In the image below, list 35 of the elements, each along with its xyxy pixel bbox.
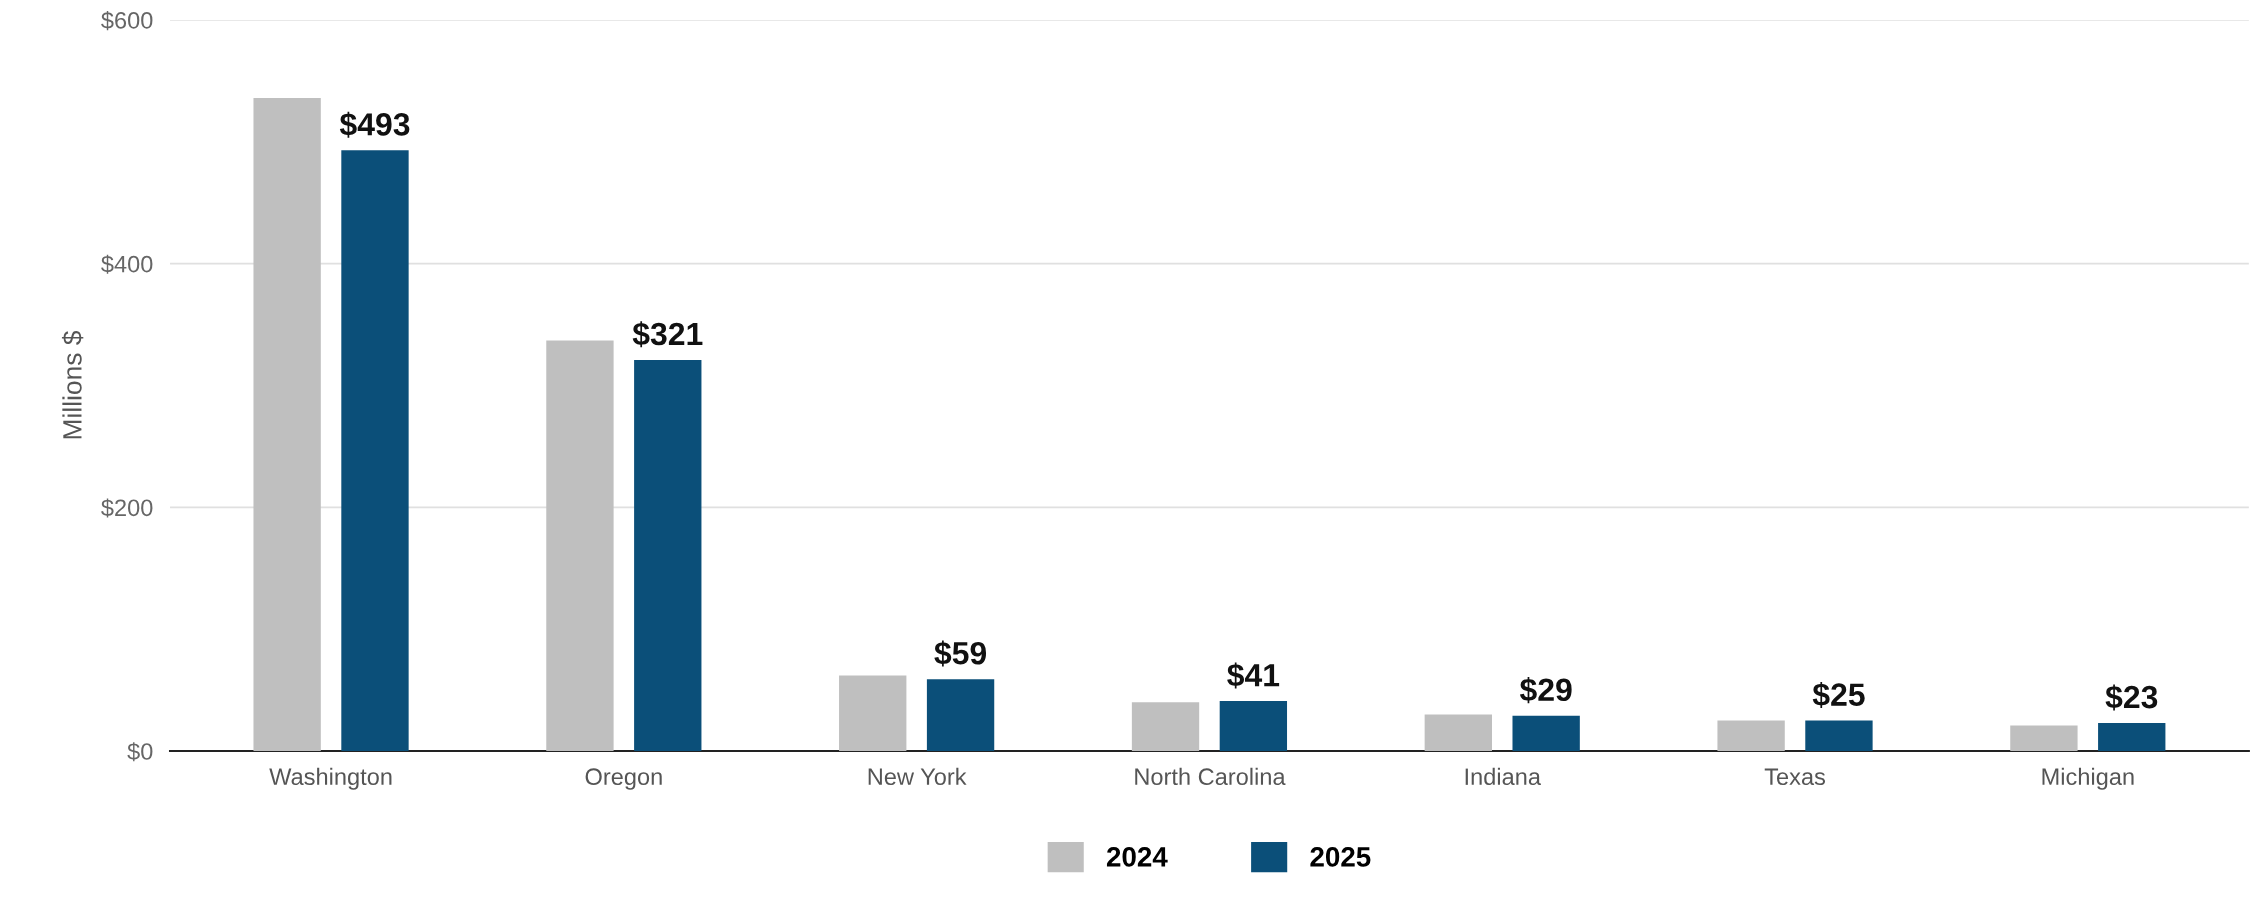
bar [1512, 715, 1580, 752]
data-label: $25 [1812, 681, 1865, 709]
bar [926, 679, 995, 752]
y-tick-label: $400 [101, 254, 153, 274]
bar [634, 359, 702, 752]
bar [546, 340, 614, 752]
x-tick-label: Washington [269, 767, 392, 790]
x-tick-label: Indiana [1465, 767, 1541, 786]
x-tick-label: Oregon [585, 768, 662, 790]
bar [1805, 720, 1873, 752]
x-tick-label: North Carolina [1135, 767, 1286, 786]
bar [253, 97, 321, 752]
x-tick-label: New York [868, 767, 967, 786]
data-label: $41 [1227, 662, 1280, 689]
y-tick-label: $600 [101, 11, 153, 31]
bar [1219, 701, 1288, 752]
y-axis-title: Millions $ [61, 330, 84, 439]
x-tick-label: Michigan [2042, 767, 2134, 790]
legend-label: 2024 [1106, 847, 1168, 867]
bar [341, 150, 409, 752]
data-label: $321 [632, 321, 703, 348]
bar [839, 675, 907, 752]
y-tick-label: $0 [127, 742, 153, 762]
data-label: $59 [934, 640, 987, 667]
bar [2098, 723, 2166, 752]
bar [1424, 714, 1492, 752]
data-label: $493 [339, 111, 410, 138]
bar [1131, 702, 1200, 752]
x-tick-label: Texas [1764, 768, 1826, 786]
data-label: $29 [1519, 677, 1572, 704]
bar [2010, 725, 2078, 752]
legend-label: 2025 [1310, 847, 1371, 867]
y-tick-label: $200 [101, 498, 153, 518]
bar [1717, 720, 1785, 752]
data-label: $23 [2105, 684, 2158, 711]
